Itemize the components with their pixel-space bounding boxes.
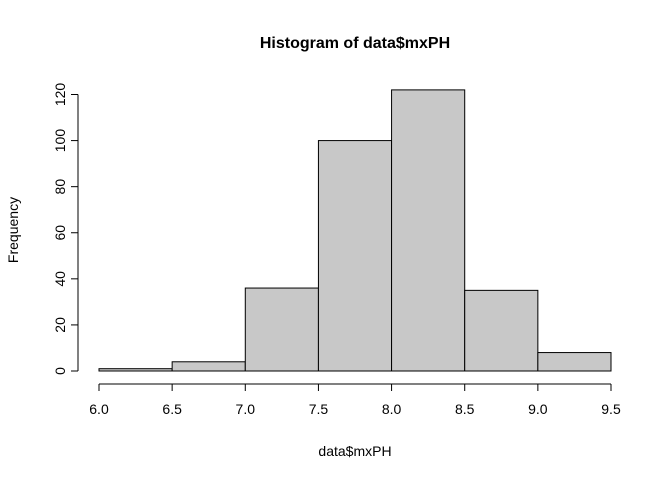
histogram-bar — [317, 140, 393, 372]
x-tick-label: 9.5 — [601, 401, 621, 417]
x-tick-label: 7.5 — [309, 401, 329, 417]
histogram-bar — [464, 289, 539, 372]
histogram-bar — [244, 287, 319, 372]
y-axis: 0 20 40 60 80 100 120 — [52, 83, 79, 375]
histogram-bar — [98, 368, 173, 372]
histogram-bar — [537, 352, 612, 372]
y-tick-label: 60 — [52, 225, 68, 241]
y-tick-label: 80 — [52, 179, 68, 195]
x-axis: 6.0 6.5 7.0 7.5 8.0 8.5 9.0 9.5 — [89, 383, 621, 417]
bars-group — [98, 89, 612, 372]
x-tick-label: 7.0 — [236, 401, 256, 417]
x-tick-label: 8.5 — [455, 401, 475, 417]
x-axis-label: data$mxPH — [318, 443, 391, 459]
y-tick-label: 0 — [52, 367, 68, 375]
y-tick-label: 40 — [52, 271, 68, 287]
y-tick-label: 20 — [52, 317, 68, 333]
x-tick-label: 6.5 — [162, 401, 182, 417]
x-tick-label: 6.0 — [89, 401, 109, 417]
y-tick-label: 100 — [52, 129, 68, 153]
y-tick-label: 120 — [52, 83, 68, 107]
x-tick-label: 9.0 — [528, 401, 548, 417]
chart-title: Histogram of data$mxPH — [260, 35, 450, 52]
x-tick-label: 8.0 — [382, 401, 402, 417]
histogram-bar — [171, 361, 246, 372]
y-axis-label: Frequency — [5, 197, 21, 263]
histogram-bar — [391, 89, 466, 372]
